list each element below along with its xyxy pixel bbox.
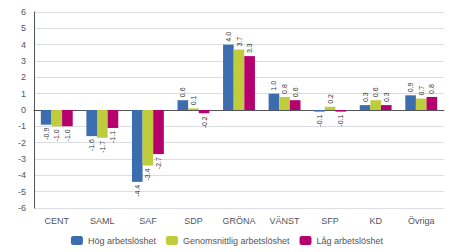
svg-text:-2.7: -2.7	[155, 157, 162, 169]
svg-text:-3.4: -3.4	[144, 168, 151, 180]
svg-text:5: 5	[21, 23, 26, 33]
svg-text:0.2: 0.2	[327, 94, 334, 104]
svg-text:Övriga: Övriga	[408, 216, 435, 226]
svg-text:-1.0: -1.0	[64, 129, 71, 141]
svg-text:0.6: 0.6	[372, 87, 379, 97]
svg-text:GRÖNA: GRÖNA	[222, 216, 255, 226]
svg-text:VÄNST: VÄNST	[270, 216, 301, 226]
svg-text:Hög arbetslöshet: Hög arbetslöshet	[88, 236, 157, 246]
svg-text:-0.1: -0.1	[316, 115, 323, 127]
svg-text:-2: -2	[18, 138, 26, 148]
svg-text:2: 2	[21, 72, 26, 82]
svg-text:Låg arbetslöshet: Låg arbetslöshet	[317, 236, 384, 246]
svg-text:3.7: 3.7	[236, 37, 243, 47]
svg-text:4.0: 4.0	[225, 32, 232, 42]
svg-text:-3: -3	[18, 154, 26, 164]
svg-text:3: 3	[21, 56, 26, 66]
svg-text:SDP: SDP	[184, 216, 203, 226]
svg-text:0: 0	[21, 105, 26, 115]
svg-text:0.3: 0.3	[383, 92, 390, 102]
svg-text:-1.7: -1.7	[99, 141, 106, 153]
svg-text:0.9: 0.9	[407, 82, 414, 92]
svg-text:1: 1	[21, 89, 26, 99]
svg-text:SFP: SFP	[321, 216, 339, 226]
svg-text:-0.9: -0.9	[43, 128, 50, 140]
svg-text:-4.4: -4.4	[134, 185, 141, 197]
svg-text:0.7: 0.7	[418, 86, 425, 96]
svg-text:0.8: 0.8	[281, 84, 288, 94]
svg-text:SAF: SAF	[139, 216, 157, 226]
svg-text:CENT: CENT	[45, 216, 70, 226]
svg-text:-1.1: -1.1	[109, 131, 116, 143]
svg-text:-1: -1	[18, 121, 26, 131]
svg-text:KD: KD	[369, 216, 382, 226]
svg-text:-1.0: -1.0	[53, 129, 60, 141]
svg-text:-6: -6	[18, 203, 26, 213]
svg-text:6: 6	[21, 7, 26, 17]
svg-text:0.6: 0.6	[292, 87, 299, 97]
svg-text:-5: -5	[18, 187, 26, 197]
svg-text:-4: -4	[18, 170, 26, 180]
svg-text:-0.2: -0.2	[201, 116, 208, 128]
svg-text:-1.6: -1.6	[88, 139, 95, 151]
svg-text:Genomsnittlig arbetslöshet: Genomsnittlig arbetslöshet	[183, 236, 290, 246]
svg-text:3.3: 3.3	[246, 43, 253, 53]
svg-text:0.3: 0.3	[362, 92, 369, 102]
svg-text:-0.1: -0.1	[337, 115, 344, 127]
svg-text:0.6: 0.6	[179, 87, 186, 97]
svg-text:0.8: 0.8	[428, 84, 435, 94]
svg-text:SAML: SAML	[90, 216, 115, 226]
svg-text:1.0: 1.0	[270, 81, 277, 91]
svg-text:0.1: 0.1	[190, 96, 197, 106]
svg-text:4: 4	[21, 40, 26, 50]
